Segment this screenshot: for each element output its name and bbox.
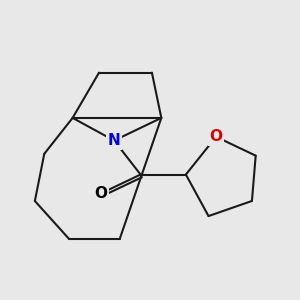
Text: N: N [108, 133, 121, 148]
Text: O: O [210, 129, 223, 144]
Text: O: O [94, 186, 107, 201]
